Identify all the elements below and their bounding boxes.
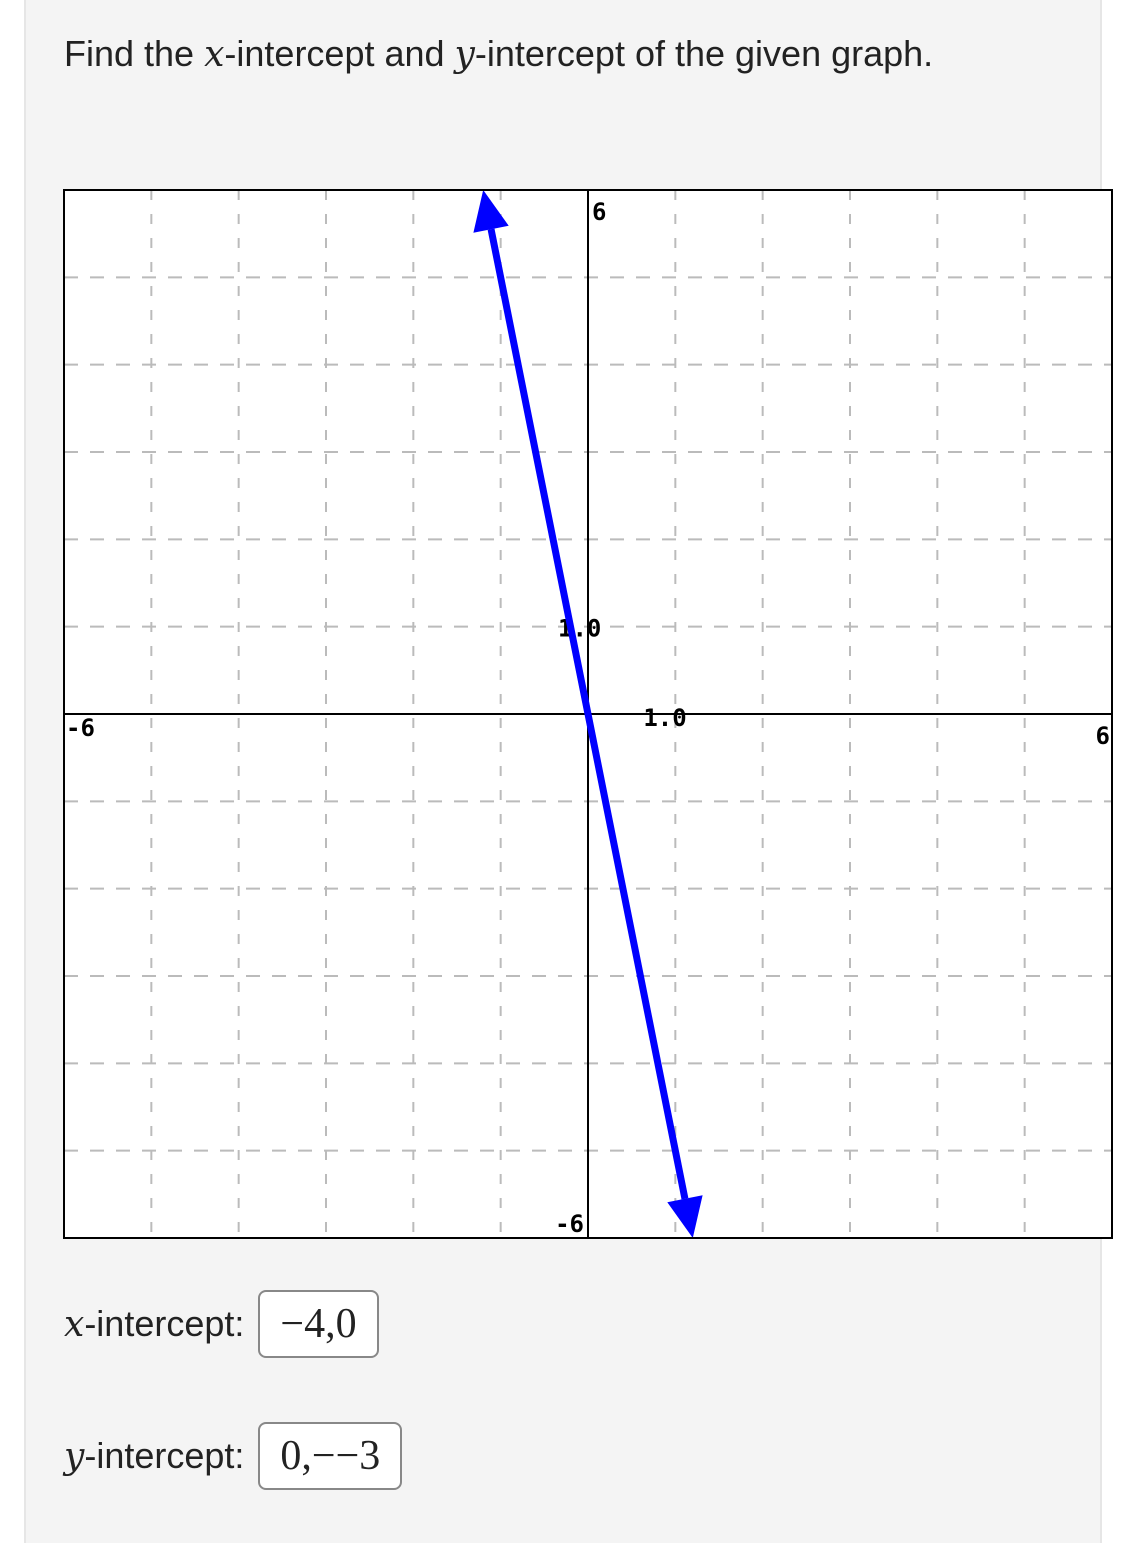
y-intercept-label: -intercept: — [84, 1435, 245, 1476]
y-scale-label: 1.0 — [558, 615, 601, 643]
x-max-label: 6 — [1096, 722, 1110, 750]
y-max-label: 6 — [592, 198, 606, 226]
arrowhead-icon — [667, 1195, 703, 1238]
x-intercept-row: x -intercept: −4,0 — [64, 1290, 379, 1358]
function-line — [487, 228, 689, 1200]
y-intercept-row: y -intercept: 0,−−3 — [64, 1422, 403, 1490]
question-part: -intercept of the given graph. — [474, 33, 934, 74]
y-intercept-answer[interactable]: 0,−−3 — [258, 1422, 403, 1490]
question-part: -intercept and — [224, 33, 455, 74]
x-scale-label: 1.0 — [643, 704, 686, 732]
x-variable: x — [204, 34, 225, 75]
x-min-label: -6 — [66, 714, 95, 742]
coordinate-graph: -6 6 6 -6 1.0 1.0 — [63, 189, 1113, 1239]
x-intercept-label: -intercept: — [84, 1303, 245, 1344]
question-part: Find the — [64, 33, 205, 74]
plot-border — [63, 189, 1113, 1239]
x-intercept-answer[interactable]: −4,0 — [258, 1290, 379, 1358]
x-variable: x — [64, 1303, 85, 1345]
arrowhead-icon — [473, 190, 509, 233]
y-variable: y — [454, 34, 475, 75]
y-variable: y — [64, 1435, 85, 1477]
question-text: Find the x-intercept and y-intercept of … — [64, 22, 1024, 86]
y-min-label: -6 — [555, 1210, 584, 1238]
